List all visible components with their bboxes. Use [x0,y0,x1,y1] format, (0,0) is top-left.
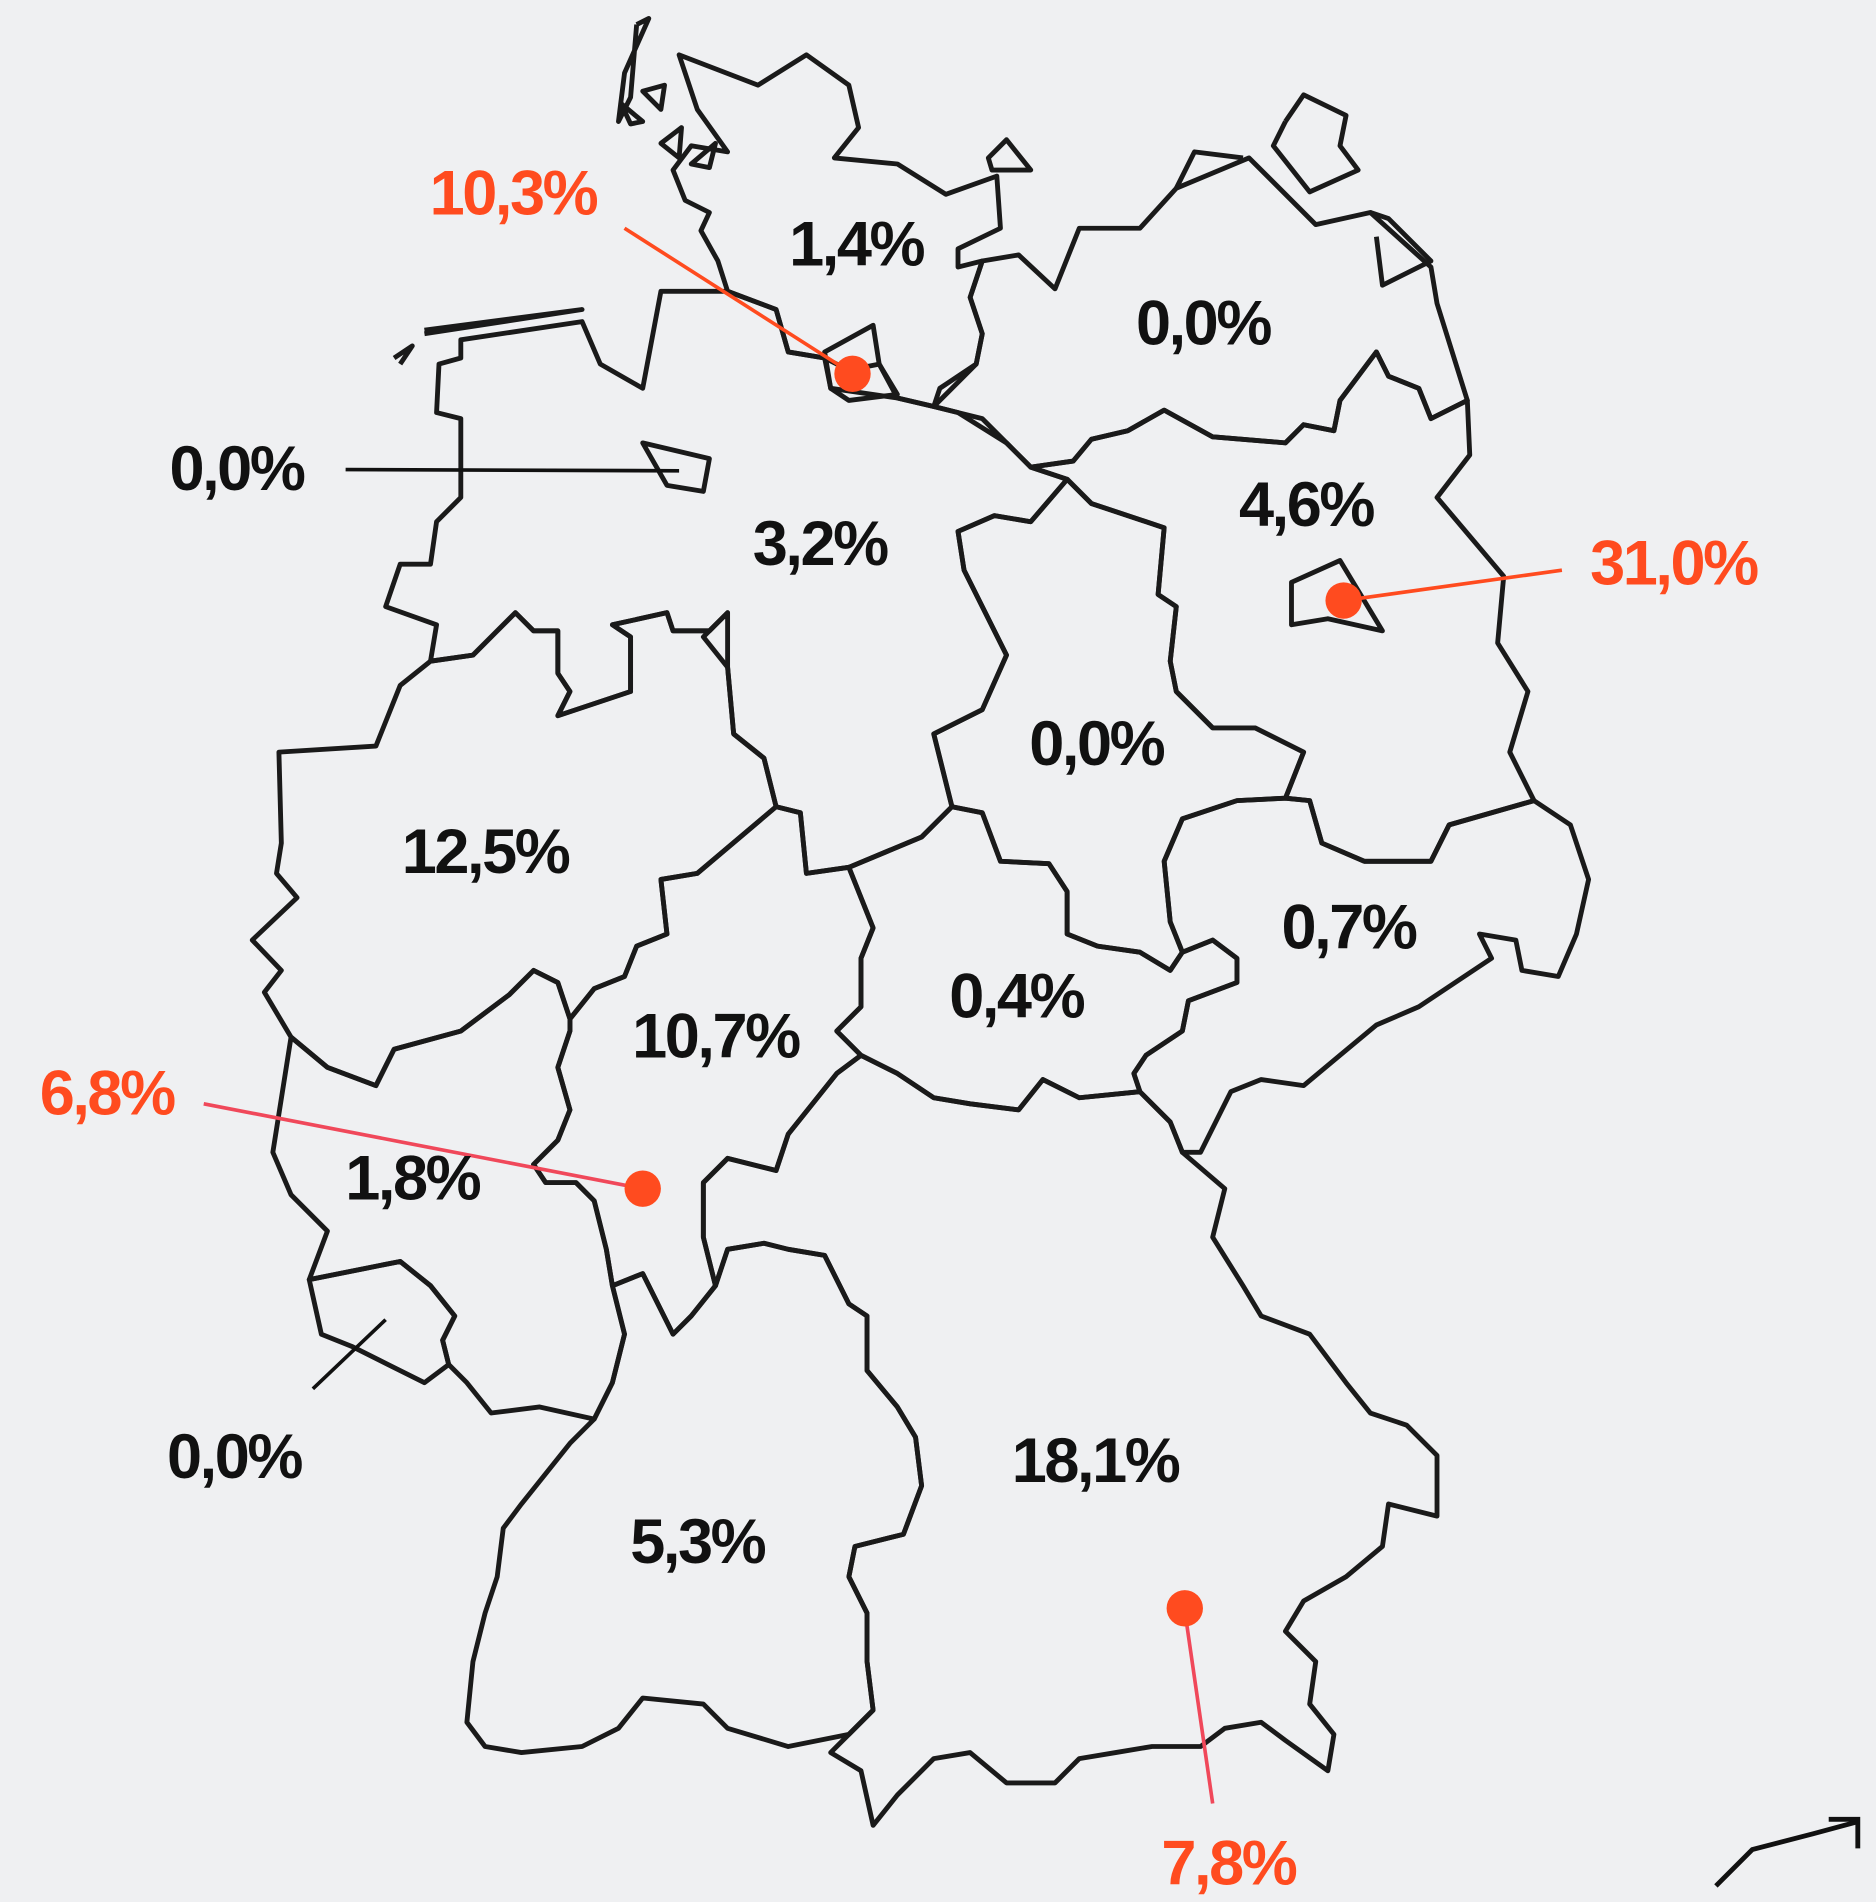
region-label: 31,0% [1590,528,1758,598]
saxony-anhalt [931,476,1307,973]
island [616,16,652,124]
region-label: 7,8% [1161,1828,1296,1898]
baden-wuerttemberg [464,1240,925,1755]
region-label: 18,1% [1012,1426,1180,1496]
island [1174,149,1244,190]
region-label: 0,0% [1136,288,1271,358]
island [424,307,585,337]
region-label: 3,2% [753,509,888,579]
region-label: 1,4% [789,210,924,280]
city-dot [1325,582,1362,619]
leader-line [623,226,854,376]
region-label: 10,7% [632,1001,800,1071]
region-label: 0,0% [1029,709,1164,779]
leader-line [345,467,680,473]
island [688,140,718,171]
berlin [1289,558,1385,634]
bavaria [700,1052,1440,1828]
region-label: 0,4% [949,961,1084,1031]
island [985,137,1034,173]
leader-line [1182,1610,1215,1804]
region-label: 0,0% [169,434,304,504]
island [1369,210,1434,288]
saxony [1131,795,1592,1155]
city-dot [834,355,871,392]
region-label: 1,8% [345,1143,480,1213]
region-label: 0,0% [167,1422,302,1492]
leader-line [311,1318,387,1391]
city-dot [1166,1590,1203,1627]
island [618,100,646,127]
bremen [640,440,712,494]
state-borders [249,16,1592,1828]
island [640,82,667,112]
region-label: 4,6% [1239,470,1374,540]
brandenburg [1028,349,1537,864]
region-label: 0,7% [1281,892,1416,962]
region-label: 6,8% [40,1058,175,1128]
region-label: 5,3% [630,1507,765,1577]
region-label: 10,3% [430,159,598,229]
leader-line [203,1102,644,1191]
saarland [306,1259,458,1386]
leader-line [1343,568,1563,603]
island [392,343,415,366]
island [658,125,684,161]
trend-icon-head [1828,1816,1861,1849]
trend-icon [1714,1819,1859,1888]
region-label: 12,5% [402,817,570,887]
island [1270,92,1361,195]
labels: 1,4% 0,0% 10,3% 0,0% 3,2% 4,6% 31,0% 0,0% 12,5% 0… [40,159,1761,1899]
city-dot [624,1170,661,1207]
schleswig-holstein [670,52,1003,409]
leaders [203,226,1563,1804]
